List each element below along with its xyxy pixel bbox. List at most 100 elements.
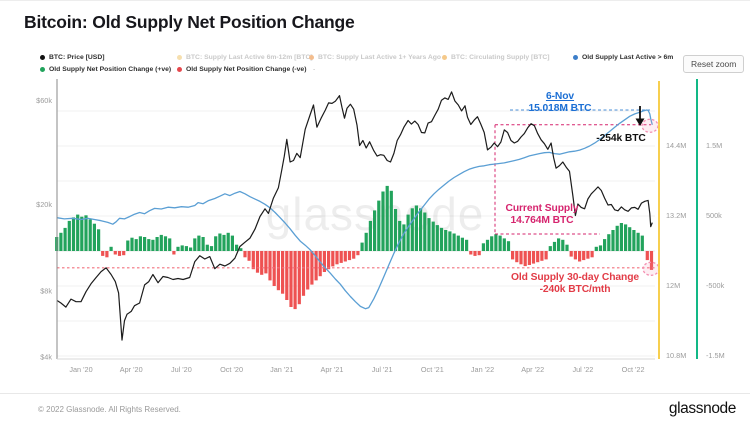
net-change-bar	[134, 239, 138, 251]
net-change-bar	[159, 234, 163, 251]
x-axis-tick: Oct '21	[421, 365, 444, 374]
net-change-bar	[92, 223, 96, 251]
net-change-bar	[498, 235, 502, 251]
net-change-bar	[435, 225, 439, 251]
net-change-bar	[255, 251, 260, 273]
net-change-bar	[151, 239, 155, 251]
net-change-bar	[243, 251, 247, 258]
net-change-bar	[193, 238, 197, 251]
net-change-bar	[427, 218, 431, 251]
net-change-bar	[356, 251, 360, 256]
net-change-bar	[594, 246, 598, 251]
legend-item-label: Old Supply Last Active > 6m	[582, 53, 674, 61]
net-change-bar	[268, 251, 272, 281]
legend-item-old-supply-net-position-change-ve[interactable]: Old Supply Net Position Change (-ve)	[177, 66, 306, 73]
net-position-change-bars	[55, 185, 654, 310]
net-change-bar	[301, 251, 306, 296]
page-title: Bitcoin: Old Supply Net Position Change	[24, 12, 355, 32]
net-change-bar	[628, 227, 632, 251]
net-change-bar	[578, 251, 582, 262]
peak-annotation: 6-Nov 15.018M BTC	[505, 91, 615, 114]
netchange-axis-tick: -500k	[706, 281, 725, 290]
legend-item-label: -	[313, 65, 316, 73]
net-change-bar	[147, 239, 151, 251]
net-change-bar	[67, 220, 71, 251]
drop-arrow-head	[635, 118, 645, 126]
current-supply-value: 14.764M BTC	[510, 214, 574, 226]
net-change-bar	[565, 244, 569, 251]
supply-drop-highlight-circle	[641, 118, 659, 133]
x-axis-tick: Oct '22	[622, 365, 645, 374]
net-change-bar	[218, 233, 222, 251]
net-change-bar	[76, 214, 80, 251]
x-axis-tick: Jul '20	[171, 365, 192, 374]
net-change-bar	[389, 190, 393, 251]
net-change-bar	[88, 219, 92, 251]
net-change-bar	[527, 251, 531, 265]
legend-item-old-supply-last-active-6m[interactable]: Old Supply Last Active > 6m	[573, 54, 673, 61]
net-change-bar	[239, 248, 243, 251]
net-change-bar	[184, 246, 188, 251]
net-change-bar	[201, 237, 205, 251]
legend-series-dot	[177, 66, 182, 72]
net-change-bar	[398, 220, 402, 251]
net-change-bar	[368, 220, 372, 251]
net-change-bar	[97, 229, 101, 251]
legend-item-btc-circulating-supply-btc[interactable]: BTC: Circulating Supply [BTC]	[442, 54, 550, 61]
legend-item-label: Old Supply Net Position Change (-ve)	[186, 65, 307, 73]
net-change-bar	[247, 251, 251, 261]
net-change-bar	[523, 251, 527, 267]
supply-axis-tick: 13.2M	[666, 211, 686, 220]
btc-price-line	[56, 91, 653, 341]
legend-item-label: BTC: Supply Last Active 6m-12m [BTC]	[186, 53, 313, 61]
drop-annotation: -254k BTC	[596, 133, 646, 144]
net-change-bar	[460, 237, 464, 251]
net-change-bar	[122, 251, 126, 256]
legend-item-label: Old Supply Net Position Change (+ve)	[49, 65, 172, 73]
current-supply-title: Current Supply	[505, 203, 579, 214]
net-change-bar	[619, 223, 623, 251]
price-axis-tick: $8k	[40, 287, 52, 296]
net-change-bar	[143, 237, 147, 251]
net-change-bar	[573, 251, 577, 260]
net-change-bar	[490, 236, 494, 251]
net-change-bar	[540, 251, 544, 261]
net-change-bar	[536, 251, 540, 263]
net-change-bar	[105, 251, 109, 258]
net-change-bar	[281, 251, 285, 294]
legend-item-btc-supply-last-active-6m-12m-btc[interactable]: BTC: Supply Last Active 6m-12m [BTC]	[177, 54, 313, 61]
legend-item-dash[interactable]: -	[313, 66, 315, 73]
net-change-bar	[260, 251, 264, 275]
reset-zoom-button[interactable]: Reset zoom	[683, 55, 745, 73]
net-change-bar	[318, 251, 322, 277]
price-axis-tick: $60k	[36, 96, 52, 105]
net-change-bar	[603, 239, 607, 251]
legend-item-old-supply-net-position-change-ve[interactable]: Old Supply Net Position Change (+ve)	[40, 66, 171, 73]
net-change-bar	[226, 232, 230, 251]
net-change-bar	[168, 238, 172, 251]
copyright-text: © 2022 Glassnode. All Rights Reserved.	[38, 405, 181, 414]
net-change-bar	[117, 251, 122, 256]
net-change-bar	[649, 251, 654, 270]
net-change-bar	[452, 233, 456, 251]
x-axis-tick: Oct '20	[220, 365, 243, 374]
net-change-bar	[59, 232, 63, 251]
net-change-bar	[402, 224, 406, 251]
net-change-bar	[481, 243, 485, 251]
net-change-bar	[548, 246, 552, 251]
net-change-bar	[511, 251, 515, 260]
legend-item-btc-supply-last-active-1-years-ago[interactable]: BTC: Supply Last Active 1+ Years Ago	[309, 54, 441, 61]
net-change-bar	[189, 247, 193, 251]
legend-item-btc-price-usd[interactable]: BTC: Price [USD]	[40, 54, 105, 61]
net-change-bar	[393, 209, 398, 251]
net-change-bar	[431, 221, 435, 251]
net-change-bar	[84, 215, 88, 251]
old-supply-change-annotation: Old Supply 30-day Change -240k BTC/mth	[480, 272, 670, 295]
net-change-bar	[360, 242, 364, 251]
net-change-bar	[515, 251, 519, 263]
net-change-bar	[222, 234, 226, 251]
net-change-bar	[456, 235, 460, 251]
net-change-bar	[552, 241, 557, 251]
net-change-bar	[297, 251, 301, 305]
